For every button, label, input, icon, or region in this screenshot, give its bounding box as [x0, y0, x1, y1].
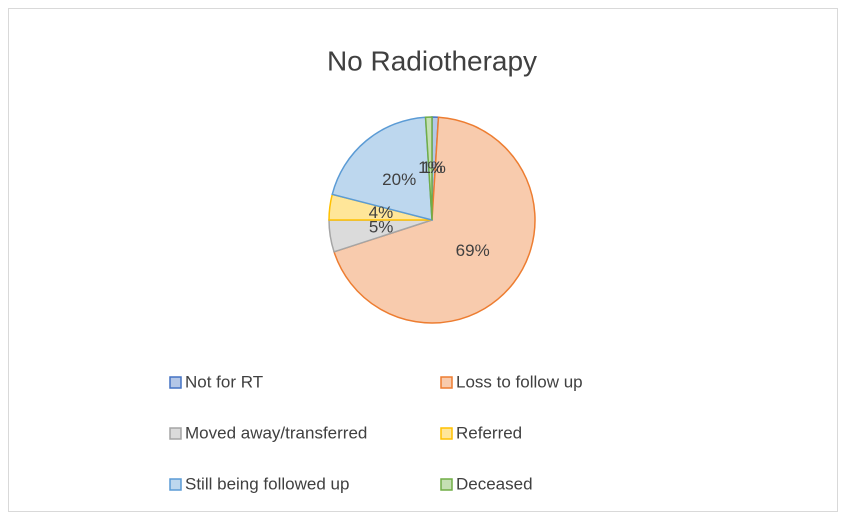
legend-label: Deceased: [456, 474, 533, 493]
pie-slice: [333, 116, 536, 324]
legend-swatch: [169, 478, 182, 491]
pie-slice: [424, 116, 433, 221]
legend-label: Referred: [456, 423, 522, 442]
legend-swatch: [440, 427, 453, 440]
data-label: 20%: [382, 170, 416, 189]
data-label: 4%: [369, 203, 394, 222]
legend-swatch: [169, 376, 182, 389]
legend-label: Still being followed up: [185, 474, 349, 493]
legend-swatch: [440, 376, 453, 389]
legend-label: Loss to follow up: [456, 372, 583, 391]
data-label: 1%: [418, 158, 443, 177]
legend-swatch: [169, 427, 182, 440]
chart-title: No Radiotherapy: [327, 45, 537, 76]
data-label: 5%: [369, 218, 394, 237]
legend-label: Moved away/transferred: [185, 423, 367, 442]
data-label: 69%: [456, 241, 490, 260]
pie-slice: [331, 116, 433, 221]
legend-label: Not for RT: [185, 372, 263, 391]
legend-swatch: [440, 478, 453, 491]
data-label: 1%: [421, 158, 446, 177]
